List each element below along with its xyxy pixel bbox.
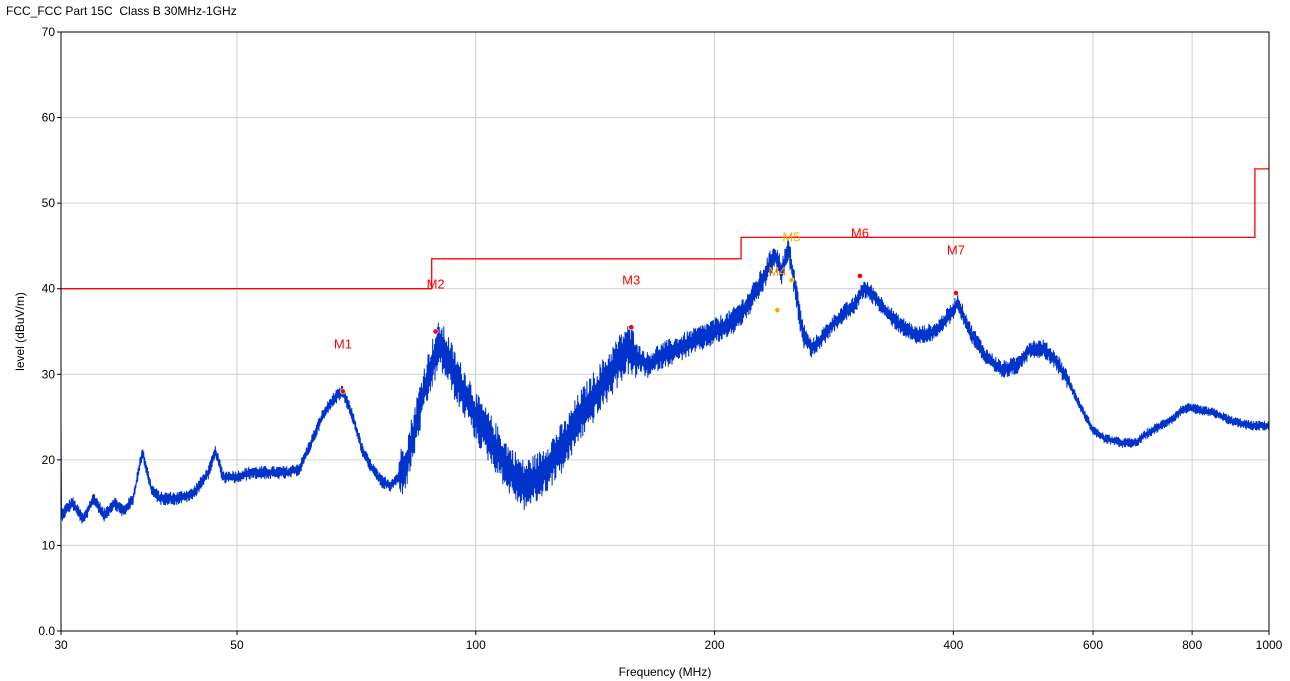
measurement-polyline	[60, 240, 1270, 524]
x-tick-label: 400	[943, 638, 963, 652]
marker-label: M5	[782, 230, 800, 245]
y-tick-label: 60	[42, 111, 56, 125]
marker-m4: M4	[768, 264, 786, 314]
tick-labels: 30 50 100 200 400 600 800 1000 0.0 10 20 30 40 50 60 70	[38, 25, 1282, 652]
markers: M1 M2 M3 M4 M5 M6 M7	[334, 225, 965, 395]
limit-polyline	[61, 168, 1269, 290]
marker-point	[774, 307, 781, 314]
marker-m1: M1	[334, 337, 352, 395]
marker-label: M3	[622, 272, 640, 287]
x-axis-label: Frequency (MHz)	[619, 665, 712, 679]
x-tick-label: 100	[466, 638, 486, 652]
marker-point	[340, 388, 346, 395]
marker-m5: M5	[782, 230, 800, 284]
marker-label: M2	[427, 277, 445, 292]
y-tick-label: 30	[42, 367, 56, 381]
x-tick-label: 800	[1182, 638, 1202, 652]
marker-label: M6	[851, 225, 869, 240]
marker-point	[628, 324, 635, 331]
y-tick-label: 40	[42, 282, 56, 296]
y-tick-label: 50	[42, 196, 56, 210]
y-tick-label: 70	[42, 25, 56, 39]
marker-label: M7	[947, 242, 965, 257]
grid	[60, 31, 1270, 632]
x-tick-label: 50	[230, 638, 244, 652]
marker-m3: M3	[622, 272, 640, 331]
marker-label: M4	[768, 264, 786, 279]
marker-m6: M6	[851, 225, 869, 279]
x-tick-label: 30	[54, 638, 68, 652]
marker-point	[432, 328, 439, 335]
limit-line	[61, 168, 1269, 290]
plot-frame	[60, 31, 1270, 632]
x-tick-label: 600	[1083, 638, 1103, 652]
marker-point	[857, 272, 863, 279]
marker-label: M1	[334, 337, 352, 352]
y-axis-label: level (dBuV/m)	[13, 292, 27, 371]
y-tick-label: 20	[42, 453, 56, 467]
marker-m2: M2	[427, 277, 445, 335]
x-tick-label: 1000	[1256, 638, 1283, 652]
marker-m7: M7	[947, 242, 965, 296]
marker-point	[953, 290, 959, 296]
chart-title: FCC_FCC Part 15C Class B 30MHz-1GHz	[6, 4, 237, 18]
x-tick-label: 200	[705, 638, 725, 652]
marker-point	[788, 277, 795, 284]
y-tick-label: 0.0	[38, 624, 55, 638]
measurement-trace	[60, 240, 1270, 524]
y-tick-label: 10	[42, 538, 56, 552]
